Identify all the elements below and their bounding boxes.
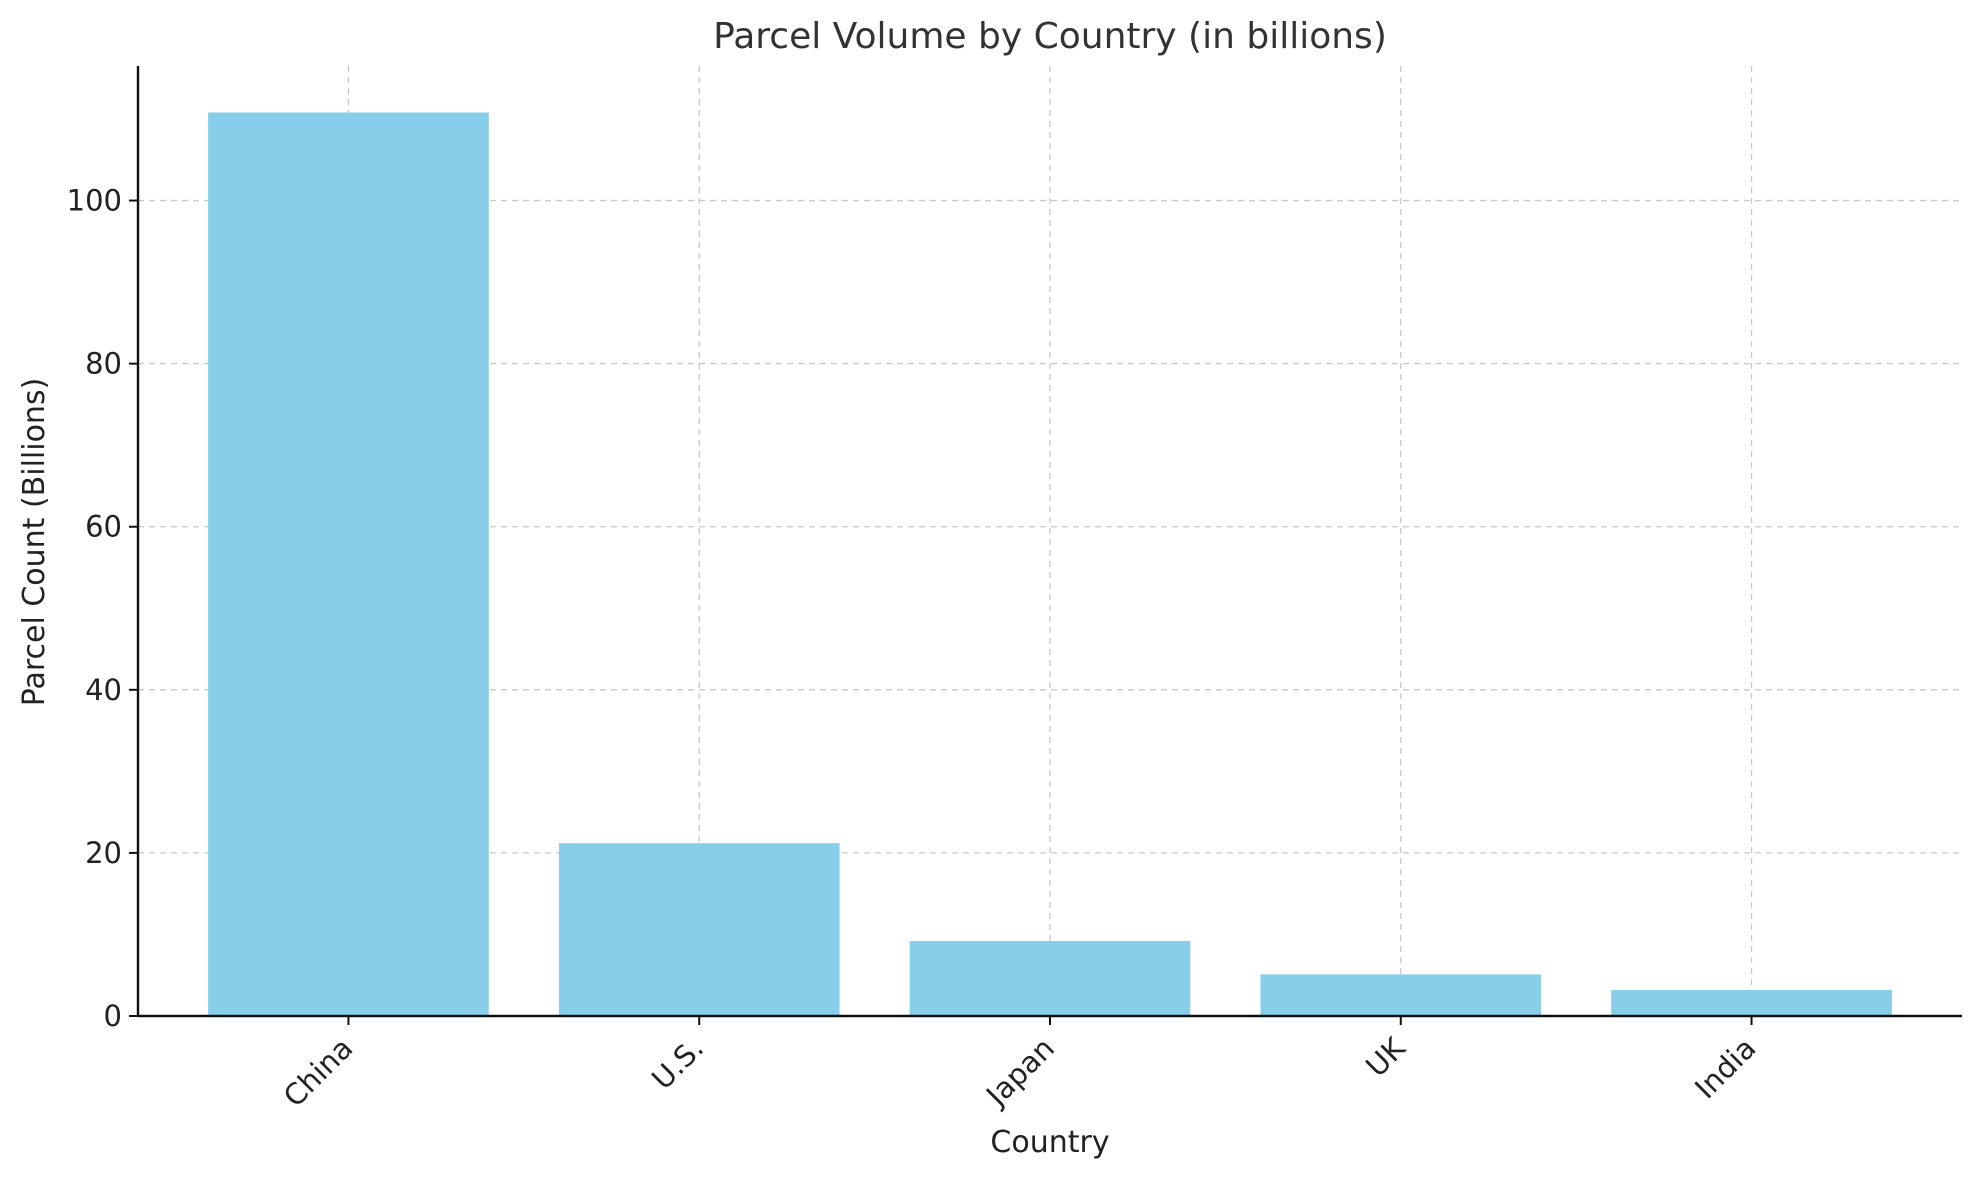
x-tick-label: U.S. [645, 1031, 710, 1096]
x-tick-label: UK [1359, 1030, 1412, 1083]
x-tick-label: India [1688, 1031, 1762, 1105]
bar-china [208, 112, 489, 1016]
bar-japan [909, 940, 1191, 1016]
y-tick-label: 40 [85, 673, 122, 707]
x-tick-label: Japan [978, 1031, 1061, 1114]
x-tick-label: China [277, 1031, 360, 1114]
y-tick-label: 20 [85, 836, 122, 870]
y-tick-label: 100 [67, 184, 122, 218]
y-axis-label: Parcel Count (Billions) [17, 378, 52, 707]
chart-title: Parcel Volume by Country (in billions) [713, 16, 1387, 57]
bars-layer [208, 112, 1892, 1016]
bar-u-s [558, 843, 840, 1016]
bar-uk [1260, 974, 1542, 1016]
x-axis-label: Country [990, 1125, 1109, 1160]
y-tick-label: 60 [85, 510, 122, 544]
bar-india [1611, 989, 1892, 1016]
y-tick-label: 80 [85, 347, 122, 381]
y-tick-label: 0 [104, 999, 122, 1033]
